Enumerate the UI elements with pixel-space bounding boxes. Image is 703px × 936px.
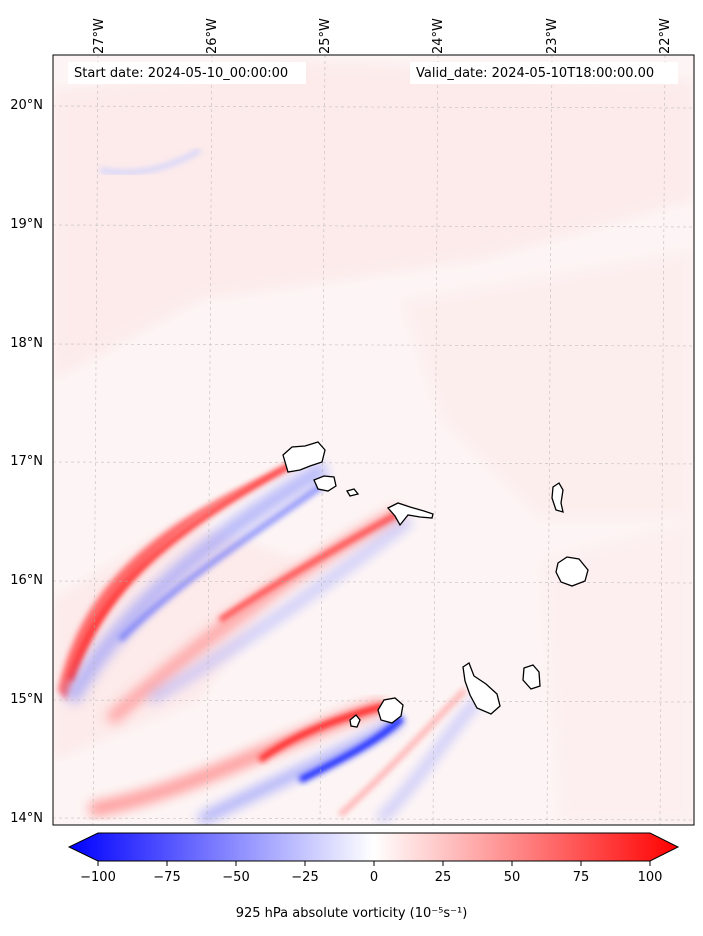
colorbar-tick: −100 (80, 870, 116, 885)
lat-label: 18°N (10, 336, 43, 351)
colorbar-tick: 100 (637, 870, 663, 885)
lon-label: 22°W (658, 18, 673, 54)
colorbar-tick: −25 (291, 870, 319, 885)
map-frame (52, 54, 695, 826)
lat-label: 16°N (10, 573, 43, 588)
lon-label: 24°W (431, 18, 446, 54)
island-sao-nicolau (386, 502, 434, 527)
island-boa-vista (555, 556, 589, 587)
colorbar-tick: −75 (153, 870, 181, 885)
island-sao-vicente (313, 475, 337, 492)
lat-label: 15°N (10, 692, 43, 707)
colorbar-tick: 25 (434, 870, 452, 885)
island-maio (522, 664, 541, 690)
colorbar-label: 925 hPa absolute vorticity (10⁻⁵s⁻¹) (235, 906, 468, 921)
islands (282, 441, 589, 728)
lat-label: 14°N (10, 811, 43, 826)
lon-label: 23°W (545, 18, 560, 54)
colorbar-tick: −50 (222, 870, 250, 885)
island-santiago (462, 662, 501, 715)
lat-label: 17°N (10, 454, 43, 469)
colorbar-tick: 50 (503, 870, 521, 885)
lon-label: 25°W (318, 18, 333, 54)
lat-label: 20°N (10, 98, 43, 113)
lon-label: 27°W (92, 18, 107, 54)
start-date-label: Start date: 2024-05-10_00:00:00 (74, 66, 289, 81)
island-brava (349, 714, 361, 728)
colorbar-tick: 0 (369, 870, 379, 885)
colorbar-tick: 75 (572, 870, 590, 885)
island-sal (551, 482, 564, 513)
island-santo-antao (282, 441, 326, 473)
island-fogo (377, 697, 404, 724)
valid-date-label: Valid_date: 2024-05-10T18:00:00.00 (416, 66, 655, 81)
vorticity-field (53, 55, 694, 825)
colorbar (67, 832, 680, 866)
lon-label: 26°W (205, 18, 220, 54)
lat-label: 19°N (10, 217, 43, 232)
island-santa-luzia (346, 488, 360, 497)
